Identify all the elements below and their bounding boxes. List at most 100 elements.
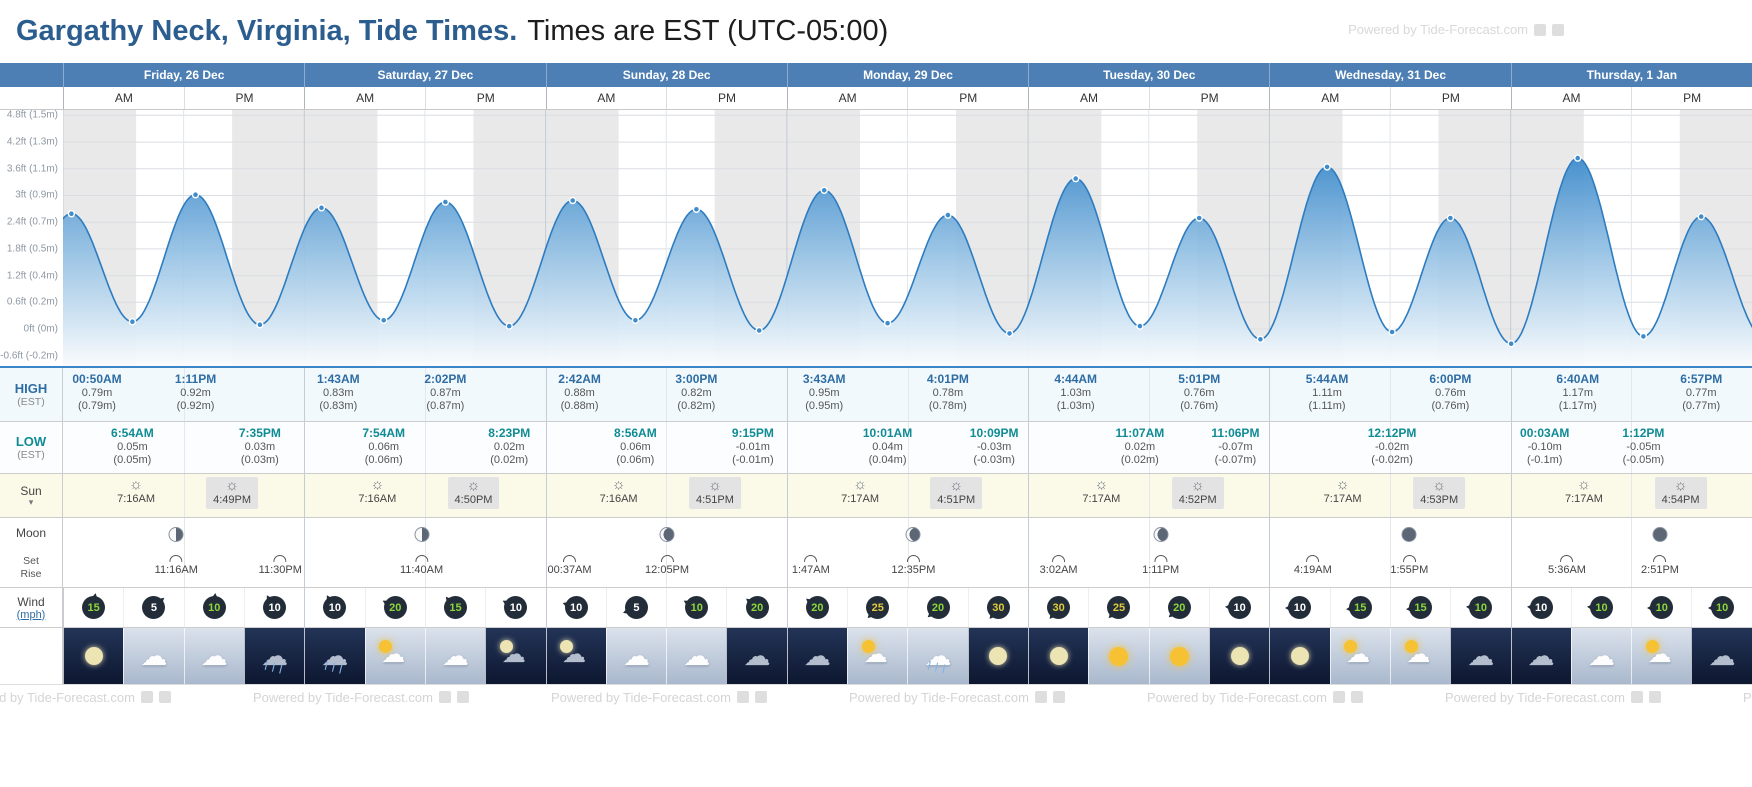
column-divider	[183, 422, 185, 473]
weather-tile: ☁ ∣∣∣	[304, 628, 365, 684]
sunrise-entry: ☼ 7:16AM	[117, 477, 155, 505]
share-icon[interactable]	[438, 691, 451, 703]
share-icon[interactable]	[1630, 691, 1643, 703]
sun-row-label-cell: Sun ▾	[0, 474, 63, 517]
footer-watermark-link[interactable]: Powered by Tide-Forecast.com	[551, 689, 731, 705]
wind-cell: 25	[847, 588, 907, 627]
wind-arrow-head	[1703, 603, 1715, 612]
column-divider	[424, 368, 426, 421]
footer-watermark-link[interactable]: Powered by Tide-Forecast.com	[849, 689, 1029, 705]
weather-icon-moon	[73, 637, 115, 675]
wind-speed: 20	[931, 601, 945, 614]
moon-icon	[84, 647, 103, 665]
weather-tile: ☁	[1389, 628, 1451, 684]
footer-watermark-link[interactable]: Powered by Tide-Forecast.com	[253, 689, 433, 705]
share-icon[interactable]	[456, 691, 469, 703]
high-tide-event: 3:00PM 0.82m (0.82m)	[675, 372, 717, 414]
header-watermark: Powered by Tide-Forecast.com	[1348, 22, 1564, 37]
wind-cell: 15	[424, 588, 485, 627]
share-icon[interactable]	[754, 691, 767, 703]
ampm-header: PM	[183, 87, 305, 109]
moonset-arc-icon	[906, 555, 920, 562]
footer-watermark-link[interactable]: Powered by Tide-Forecast.com	[1445, 689, 1625, 705]
wind-speed: 10	[1474, 601, 1487, 614]
sunset-entry: ☼ 4:53PM	[1413, 477, 1466, 509]
cloud-icon: ☁	[442, 640, 470, 671]
sunrise-time: 7:16AM	[599, 493, 638, 505]
wind-speed: 30	[992, 601, 1005, 614]
sunrise-time: 7:17AM	[1564, 493, 1603, 505]
column-divider	[1631, 368, 1633, 421]
column-divider	[1510, 518, 1512, 587]
share-icon[interactable]	[1648, 691, 1661, 703]
wind-arrow-head	[1462, 601, 1474, 611]
wind-arrow-head	[1281, 603, 1293, 612]
high-tide-height: 0.79m	[81, 386, 113, 399]
sunrise-entry: ☼ 7:17AM	[841, 477, 879, 505]
share-icon[interactable]	[1552, 23, 1564, 36]
share-icon[interactable]	[1052, 691, 1065, 703]
weather-icon-cloud: ☁	[1701, 637, 1743, 675]
sun-expander-icon[interactable]: ▾	[28, 497, 34, 507]
share-icon[interactable]	[1034, 691, 1047, 703]
share-icon[interactable]	[140, 691, 153, 703]
high-tide-event: 2:42AM 0.88m (0.88m)	[558, 372, 601, 414]
weather-tile: ☁	[1631, 628, 1692, 684]
moon-icon	[499, 640, 513, 653]
share-icon[interactable]	[1332, 691, 1345, 703]
footer-watermark-link[interactable]: Powered by Tide-Forecast.com	[0, 689, 135, 705]
share-icon[interactable]	[158, 691, 171, 703]
footer-watermark: Powered by Tide-Forecast.com	[0, 690, 253, 705]
column-divider	[666, 368, 668, 421]
high-tide-time: 2:02PM	[424, 372, 467, 386]
column-divider	[1148, 518, 1150, 587]
low-tide-event: 9:15PM -0.01m (-0.01m)	[732, 426, 774, 468]
moonset-arc-icon	[1402, 555, 1416, 562]
wind-row-label: Wind	[17, 594, 45, 609]
wind-unit-link[interactable]: (mph)	[16, 608, 46, 621]
moonrise-arc-icon	[563, 555, 577, 562]
footer-watermark-link[interactable]: Powered by Tide-Forecast.com	[1743, 689, 1752, 705]
low-tide-time: 10:09PM	[969, 426, 1019, 440]
y-axis-label: 0.6ft (0.2m)	[6, 296, 58, 308]
sunset-time: 4:51PM	[696, 494, 734, 506]
wind-cell: 10	[183, 588, 244, 627]
column-divider	[304, 422, 306, 473]
sunset-time: 4:54PM	[1661, 494, 1700, 506]
column-divider	[786, 422, 788, 473]
wind-badge: 10	[1281, 596, 1312, 619]
low-tide-height-alt: (0.02m)	[1120, 454, 1159, 466]
share-icon[interactable]	[1534, 23, 1546, 36]
low-tide-height: 0.03m	[244, 440, 276, 453]
high-tide-height: 0.77m	[1685, 386, 1717, 399]
weather-tile	[63, 628, 124, 684]
wind-badge: 5	[142, 592, 171, 619]
moonrise-entry: 00:37AM	[548, 555, 592, 576]
moon-icon	[1230, 647, 1249, 665]
ampm-header: AM	[63, 87, 184, 109]
column-divider	[545, 518, 547, 587]
cloud-icon: ☁	[1527, 640, 1555, 671]
column-divider	[1390, 422, 1392, 473]
sunrise-entry: ☼ 7:17AM	[1324, 477, 1362, 505]
high-tide-time: 1:11PM	[174, 372, 217, 386]
moonset-time: 12:05PM	[645, 564, 690, 576]
high-tide-height-alt: (0.76m)	[1431, 400, 1470, 412]
sun-icon	[861, 640, 875, 653]
high-tide-height-alt: (0.95m)	[805, 400, 844, 412]
share-icon[interactable]	[736, 691, 749, 703]
share-icon[interactable]	[1350, 691, 1363, 703]
wind-arrow-head	[1220, 601, 1233, 611]
wind-badge: 15	[1401, 596, 1433, 619]
day-header: Tuesday, 30 Dec	[1028, 63, 1269, 87]
high-tide-height: 0.88m	[564, 386, 595, 399]
column-divider	[304, 518, 306, 587]
wind-speed: 25	[871, 601, 884, 614]
wind-badge: 10	[1703, 596, 1734, 619]
sunset-icon: ☼	[466, 477, 481, 494]
moon-icon	[1049, 647, 1068, 665]
header-watermark-link[interactable]: Powered by Tide-Forecast.com	[1348, 22, 1528, 37]
weather-icon-cloud: ☁	[1520, 637, 1562, 675]
footer-watermark-link[interactable]: Powered by Tide-Forecast.com	[1147, 689, 1327, 705]
sunrise-time: 7:17AM	[1082, 493, 1121, 505]
